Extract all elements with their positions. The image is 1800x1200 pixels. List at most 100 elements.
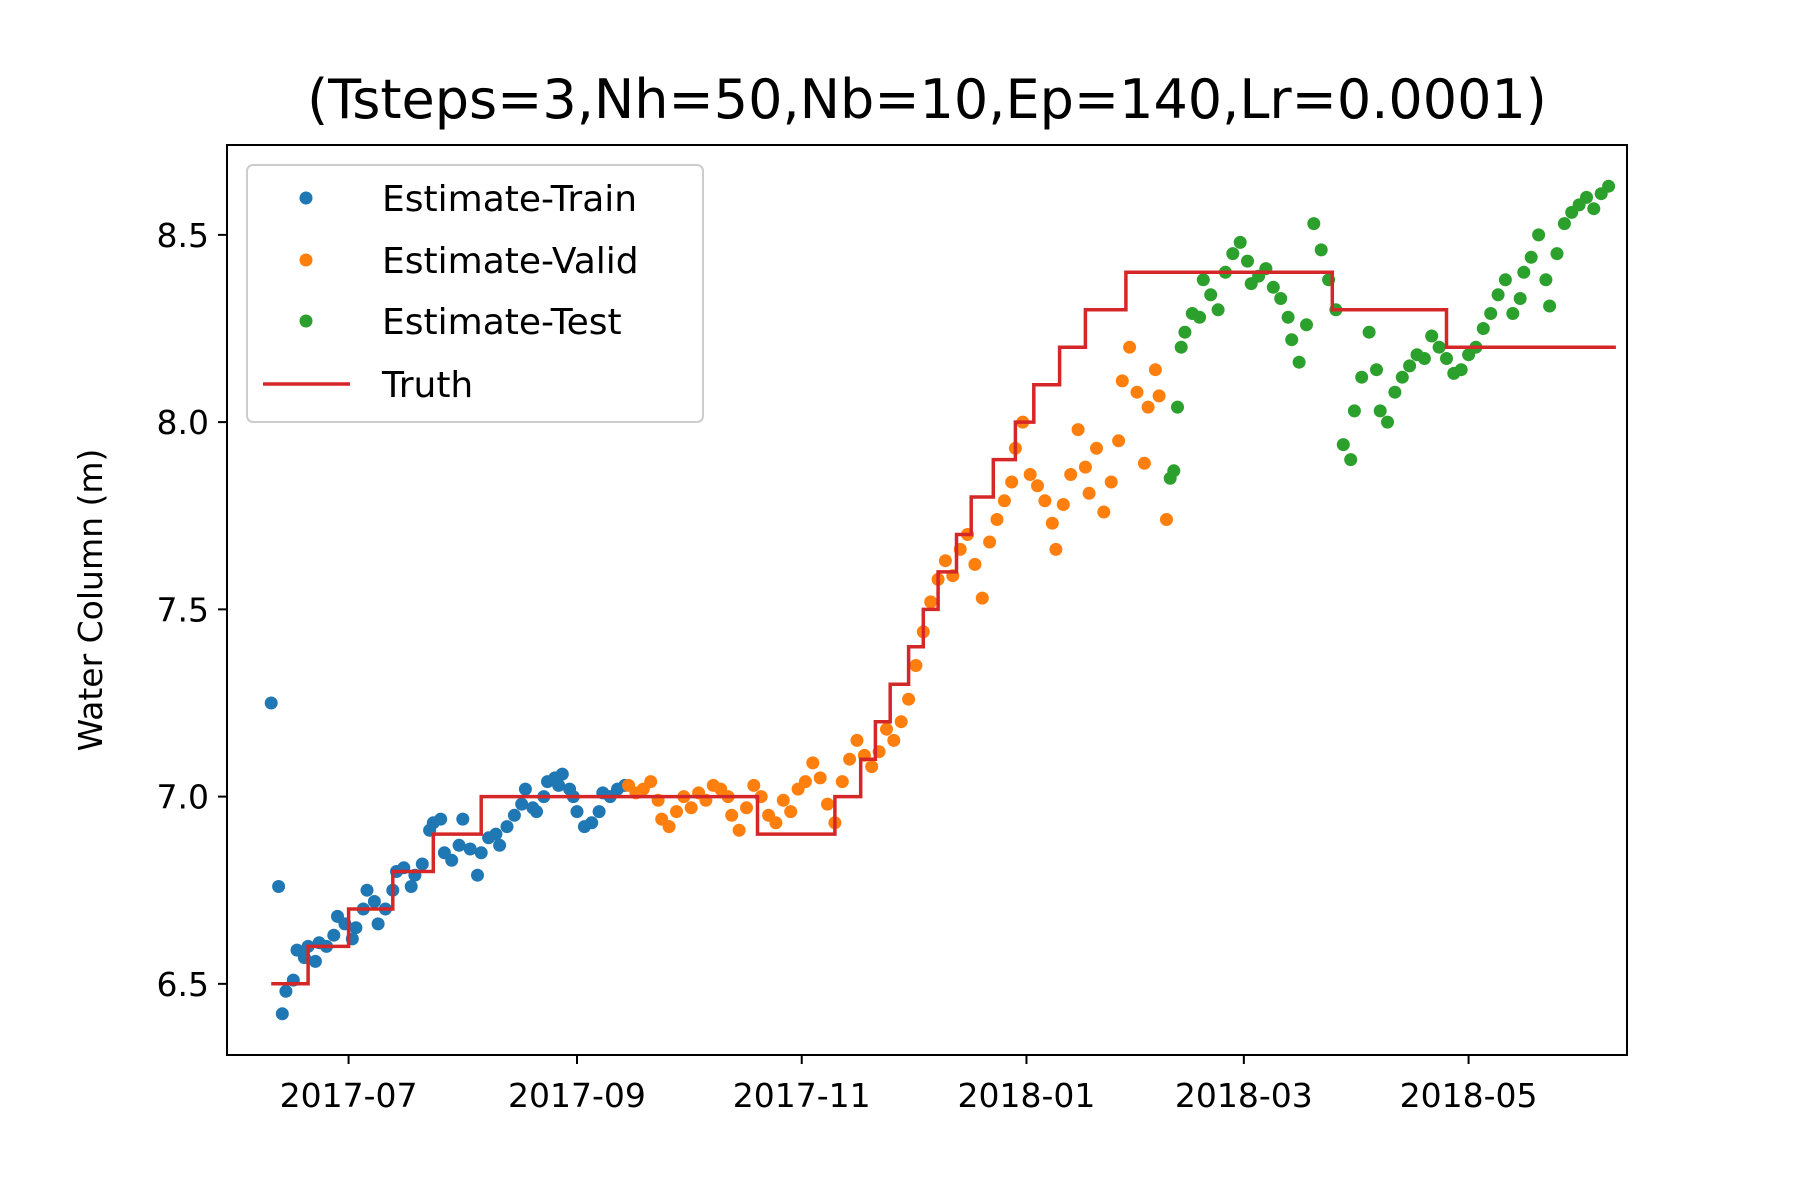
data-point-estimate-valid [784,805,798,819]
data-point-estimate-test [1344,453,1358,467]
data-point-estimate-train [570,805,584,819]
data-point-estimate-test [1498,273,1512,287]
data-point-estimate-test [1266,280,1280,294]
data-point-estimate-valid [732,823,746,837]
data-point-estimate-valid [798,775,812,789]
data-point-estimate-test [1524,250,1538,264]
data-point-estimate-valid [924,595,938,609]
data-point-estimate-valid [1049,542,1063,556]
data-point-estimate-valid [1104,475,1118,489]
data-point-estimate-train [367,895,381,908]
data-point-estimate-test [1307,217,1321,231]
data-point-estimate-train [445,853,459,867]
data-point-estimate-test [1347,404,1361,418]
data-point-estimate-test [1602,179,1616,193]
data-point-estimate-train [518,782,532,796]
data-point-estimate-valid [865,760,879,774]
data-point-estimate-test [1417,352,1431,365]
data-point-estimate-valid [990,513,1004,526]
data-point-estimate-valid [1148,363,1162,377]
data-point-estimate-test [1432,340,1446,354]
data-point-estimate-test [1557,217,1571,231]
data-point-estimate-test [1336,438,1350,452]
data-point-estimate-test [1362,325,1376,339]
data-point-estimate-test [1532,228,1546,242]
legend-label-truth: Truth [381,365,473,406]
x-tick-label: 2017-09 [508,1076,646,1115]
data-point-estimate-valid [1064,468,1078,481]
data-point-estimate-train [552,778,566,792]
y-tick-label: 8.5 [157,216,209,255]
data-point-estimate-test [1196,273,1210,287]
data-point-estimate-test [1454,363,1468,377]
data-point-estimate-train [471,868,484,882]
data-point-estimate-test [1513,292,1527,305]
series-line-truth [271,270,1616,986]
data-point-estimate-valid [938,554,952,568]
data-point-estimate-test [1285,333,1299,347]
data-point-estimate-valid [1141,400,1155,414]
legend-box [246,164,704,423]
data-point-estimate-valid [1090,441,1103,455]
data-point-estimate-test [1274,292,1288,305]
x-tick-label: 2017-07 [280,1076,418,1115]
data-point-estimate-train [530,805,543,819]
data-point-estimate-test [1388,385,1402,399]
x-tick-label: 2018-01 [958,1076,1096,1115]
data-point-estimate-test [1476,322,1490,335]
data-point-estimate-train [264,696,278,710]
data-point-estimate-test [1292,355,1306,369]
data-point-estimate-train [555,767,569,781]
x-axis: 2017-07 2017-09 2017-11 2018-01 2018-03 2018-… [280,1055,1538,1115]
data-point-estimate-valid [1115,374,1129,388]
data-point-estimate-valid [968,557,982,571]
data-point-estimate-test [1233,235,1247,249]
data-point-estimate-valid [843,752,857,766]
data-point-estimate-train [327,928,341,942]
data-point-estimate-test [1167,464,1181,478]
x-tick-label: 2018-03 [1175,1076,1313,1115]
data-point-estimate-train [272,880,286,893]
data-point-estimate-valid [1038,494,1052,508]
data-point-estimate-valid [670,805,683,819]
data-point-estimate-train [360,883,374,897]
data-point-estimate-test [1204,288,1218,302]
data-point-estimate-valid [1082,486,1096,500]
data-point-estimate-test [1491,288,1505,302]
legend-label-test: Estimate-Test [382,302,622,343]
data-point-estimate-valid [806,756,820,770]
data-point-estimate-test [1440,352,1453,365]
data-point-estimate-valid [1130,385,1144,399]
data-point-estimate-test [1587,202,1601,216]
data-point-estimate-test [1178,325,1192,339]
data-point-estimate-train [275,1007,289,1021]
data-point-estimate-test [1580,190,1593,204]
data-point-estimate-valid [747,778,761,792]
data-point-estimate-valid [740,801,753,815]
data-point-estimate-test [1174,340,1188,354]
legend-label-train: Estimate-Train [382,179,637,220]
data-point-estimate-train [279,984,293,998]
data-point-estimate-train [489,827,503,841]
data-point-estimate-valid [894,715,908,729]
data-point-estimate-train [308,954,322,968]
data-point-estimate-valid [1137,456,1151,470]
data-point-estimate-train [452,838,466,852]
data-point-estimate-valid [725,808,739,822]
data-point-estimate-valid [813,771,827,785]
data-point-estimate-train [474,846,488,860]
legend-label-valid: Estimate-Valid [382,241,639,282]
data-point-estimate-train [493,838,507,852]
data-point-estimate-valid [975,591,989,605]
data-point-estimate-train [515,797,529,811]
data-point-estimate-valid [1005,475,1019,489]
data-point-estimate-valid [776,793,790,807]
data-point-estimate-test [1211,303,1225,317]
data-point-estimate-train [349,921,363,935]
y-tick-label: 8.0 [157,403,209,442]
legend-marker-test [299,314,313,328]
data-point-estimate-valid [1123,340,1137,354]
legend-marker-train [299,191,313,205]
data-point-estimate-test [1373,404,1387,418]
